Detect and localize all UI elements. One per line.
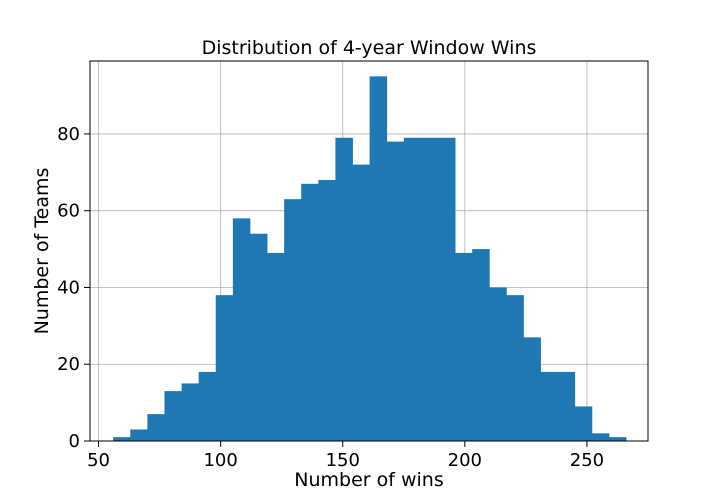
histogram-bar <box>181 383 200 441</box>
histogram-bar <box>164 391 182 441</box>
histogram-bar <box>557 371 576 441</box>
histogram-bar <box>437 137 456 441</box>
plot-area-frame <box>89 60 649 442</box>
histogram-bar <box>113 437 131 441</box>
x-tick-label: 100 <box>203 450 237 471</box>
x-tick-label: 200 <box>448 450 482 471</box>
histogram-bar <box>455 252 473 441</box>
histogram-bar <box>335 137 353 441</box>
y-tick-label: 20 <box>57 354 80 375</box>
histogram-bar <box>608 437 627 441</box>
histogram-bar <box>574 406 593 441</box>
x-tick-label: 150 <box>326 450 360 471</box>
histogram-bar <box>301 183 319 441</box>
histogram-bar <box>489 287 507 441</box>
histogram-bar <box>198 371 217 441</box>
histogram-bar <box>369 76 388 441</box>
histogram-bar <box>420 137 439 441</box>
histogram-bar <box>232 218 251 441</box>
axis-ticks: 50 100 150 200 250 0 20 40 60 80 <box>57 124 604 471</box>
y-tick-label: 40 <box>57 277 80 298</box>
histogram-bar <box>540 371 559 441</box>
x-axis-title: Number of wins <box>294 469 443 491</box>
histogram-bar <box>147 414 165 441</box>
histogram-bar <box>318 179 336 441</box>
histogram-bar <box>506 295 524 441</box>
histogram-bar <box>130 429 148 441</box>
histogram-bar <box>386 141 405 441</box>
histogram-bar <box>591 433 610 441</box>
histogram-bar <box>249 233 268 441</box>
x-tick-label: 50 <box>87 450 110 471</box>
histogram-bar <box>523 337 541 441</box>
histogram-bar <box>215 295 234 441</box>
histogram-bars <box>113 76 627 442</box>
histogram-bar <box>284 199 302 441</box>
histogram-bar <box>472 249 490 441</box>
y-tick-label: 0 <box>69 431 80 452</box>
x-tick-label: 250 <box>570 450 604 471</box>
y-axis-title: Number of Teams <box>31 168 53 335</box>
y-tick-label: 80 <box>57 124 80 145</box>
histogram-bar <box>267 252 285 441</box>
histogram-bar <box>352 164 371 442</box>
chart-title: Distribution of 4-year Window Wins <box>202 37 537 59</box>
histogram-bar <box>403 137 422 441</box>
y-tick-label: 60 <box>57 201 80 222</box>
